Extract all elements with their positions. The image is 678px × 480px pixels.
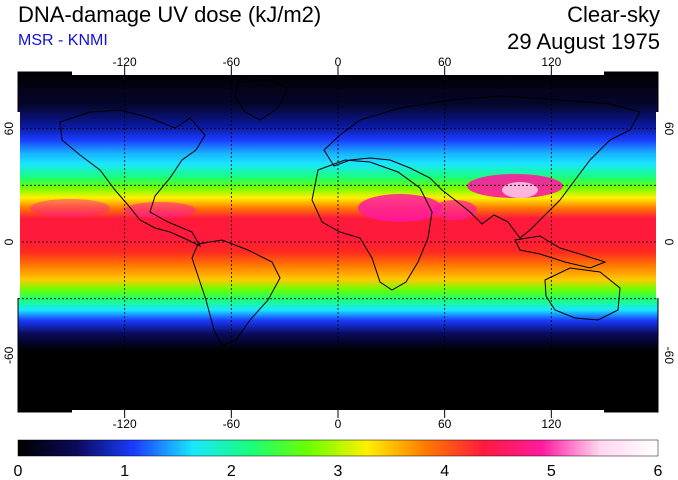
- colorbar-tick-label: 0: [14, 463, 23, 480]
- greenland-outline: [234, 79, 289, 121]
- map-title: DNA-damage UV dose (kJ/m2): [18, 2, 322, 27]
- colorbar-tick-label: 6: [654, 463, 663, 480]
- eurasia-outline: [323, 95, 641, 239]
- latitude-labels-right: -60 0 60: [662, 122, 676, 364]
- latitude-label: 60: [662, 122, 676, 136]
- latitude-label: 0: [662, 239, 676, 246]
- colorbar-ticks: 0 1 2 3 4 5 6: [14, 463, 663, 480]
- source-label: MSR - KNMI: [18, 32, 108, 49]
- australia-outline: [544, 267, 621, 321]
- right-tick-bar: [656, 112, 662, 298]
- colorbar-tick-label: 5: [547, 463, 556, 480]
- south-america-outline: [191, 239, 281, 347]
- longitude-label: -60: [223, 417, 241, 431]
- longitude-label: -120: [113, 417, 137, 431]
- longitude-label: 60: [438, 55, 452, 69]
- latitude-labels-left: -60 0 60: [2, 122, 16, 364]
- longitude-label: 0: [335, 55, 342, 69]
- colorbar-tick-label: 1: [120, 463, 129, 480]
- graticule: [18, 72, 658, 412]
- longitude-label: 0: [335, 417, 342, 431]
- africa-outline: [311, 159, 433, 291]
- pacific-hotspot: [124, 202, 196, 218]
- date-label: 29 August 1975: [507, 29, 660, 54]
- sky-condition-label: Clear-sky: [567, 2, 660, 27]
- longitude-labels-top: -120 -60 0 60 120: [113, 55, 562, 69]
- latitude-label: 60: [2, 122, 16, 136]
- longitude-label: -60: [223, 55, 241, 69]
- left-tick-bar: [14, 112, 20, 298]
- arabia-hotspot: [433, 200, 477, 220]
- longitude-label: 120: [541, 55, 561, 69]
- longitude-label: -120: [113, 55, 137, 69]
- latitude-label: 0: [2, 238, 16, 245]
- latitude-label: -60: [2, 346, 16, 364]
- sahara-hotspot: [358, 194, 442, 222]
- colorbar-tick-label: 2: [227, 463, 236, 480]
- colorbar-tick-label: 3: [334, 463, 343, 480]
- colorbar: [17, 439, 659, 457]
- north-america-outline: [59, 109, 206, 248]
- tibet-peak: [502, 182, 538, 198]
- longitude-label: 60: [438, 417, 452, 431]
- longitude-label: 120: [541, 417, 561, 431]
- america-hotspot: [30, 199, 110, 217]
- colorbar-tick-label: 4: [440, 463, 449, 480]
- longitude-labels-bottom: -120 -60 0 60 120: [113, 417, 562, 431]
- tick-bars: [14, 66, 662, 418]
- latitude-label: -60: [662, 347, 676, 365]
